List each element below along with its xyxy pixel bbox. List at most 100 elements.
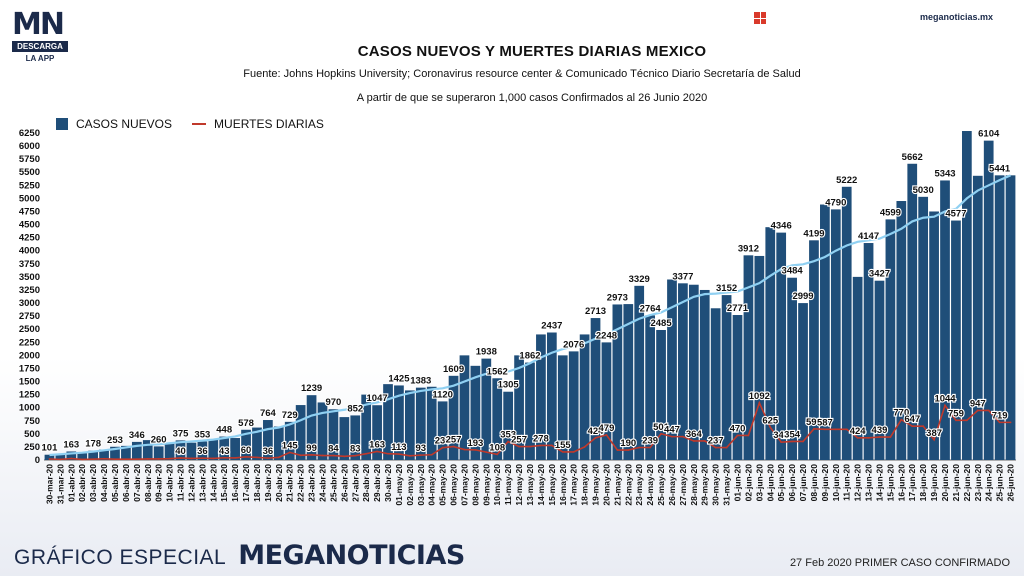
deaths-point — [190, 457, 193, 460]
bar-casos-nuevos — [678, 283, 688, 460]
data-label-casos: 4147 — [858, 231, 879, 242]
deaths-point — [878, 436, 881, 438]
bar-casos-nuevos — [667, 279, 677, 460]
deaths-point — [146, 458, 149, 460]
y-tick-label: 2500 — [19, 324, 40, 335]
bar-casos-nuevos — [350, 415, 361, 460]
bar-casos-nuevos — [514, 355, 524, 460]
y-tick-label: 5500 — [19, 167, 40, 178]
x-tick-label: 10-abr-20 — [165, 464, 175, 502]
data-label-casos: 1562 — [487, 366, 508, 377]
x-tick-label: 26-jun-20 — [1006, 464, 1016, 502]
x-tick-label: 29-may-20 — [700, 464, 710, 506]
deaths-point — [605, 434, 608, 436]
meganoticias-logo[interactable]: MN DESCARGA LA APP — [12, 10, 68, 63]
x-tick-label: 27-may-20 — [678, 464, 688, 506]
deaths-point — [48, 458, 51, 460]
x-tick-label: 28-abr-20 — [361, 464, 371, 502]
bar-casos-nuevos — [885, 219, 896, 460]
deaths-point — [867, 436, 870, 439]
data-label-muertes: 278 — [533, 433, 549, 444]
data-label-casos: 1425 — [388, 373, 410, 384]
x-tick-label: 30-abr-20 — [383, 464, 393, 502]
x-tick-label: 01-jun-20 — [733, 464, 743, 502]
deaths-point — [572, 450, 575, 453]
site-url[interactable]: meganoticias.mx — [920, 12, 994, 22]
bar-casos-nuevos — [896, 201, 907, 461]
bar-casos-nuevos — [536, 334, 546, 460]
data-label-casos: 346 — [129, 430, 145, 441]
x-tick-label: 21-abr-20 — [285, 464, 295, 502]
deaths-point — [103, 457, 105, 460]
bar-casos-nuevos — [918, 196, 929, 461]
special-chart-label: GRÁFICO ESPECIAL — [14, 546, 227, 569]
bar-casos-nuevos — [852, 276, 863, 460]
bar-casos-nuevos — [623, 304, 634, 460]
bar-casos-nuevos — [568, 351, 579, 460]
x-tick-label: 09-abr-20 — [154, 464, 164, 502]
bar-casos-nuevos — [317, 402, 328, 460]
x-tick-label: 04-jun-20 — [765, 464, 775, 502]
bar-casos-nuevos — [66, 451, 77, 460]
bar-casos-nuevos — [492, 378, 503, 460]
data-label-casos: 5662 — [902, 152, 923, 163]
grid-flag-icon — [754, 12, 766, 24]
legend-line-swatch — [192, 123, 207, 125]
bar-casos-nuevos — [972, 175, 983, 460]
data-label-muertes: 40 — [175, 446, 186, 457]
data-label-muertes: 770 — [893, 408, 909, 419]
data-label-casos: 3912 — [738, 243, 759, 254]
deaths-point — [671, 435, 673, 438]
x-tick-label: 31-mar-20 — [55, 464, 65, 504]
data-label-casos: 970 — [325, 397, 341, 408]
deaths-point — [856, 436, 859, 439]
bar-casos-nuevos — [983, 140, 994, 460]
data-label-casos: 448 — [216, 425, 232, 436]
x-tick-label: 02-abr-20 — [77, 464, 87, 502]
deaths-point — [627, 449, 630, 451]
data-label-muertes: 354 — [784, 429, 801, 440]
x-tick-label: 18-jun-20 — [918, 464, 928, 502]
x-tick-label: 10-jun-20 — [831, 464, 841, 502]
data-label-casos: 101 — [42, 443, 59, 454]
data-label-casos: 4577 — [945, 209, 966, 220]
bar-casos-nuevos — [798, 303, 808, 460]
deaths-point — [223, 456, 226, 459]
data-label-casos: 353 — [194, 430, 210, 441]
data-label-muertes: 93 — [415, 443, 426, 454]
data-label-casos: 2771 — [727, 303, 749, 314]
bar-casos-nuevos — [503, 391, 514, 460]
deaths-point — [933, 438, 935, 441]
bar-casos-nuevos — [820, 204, 830, 460]
x-tick-label: 16-may-20 — [558, 464, 568, 506]
data-label-muertes: 501 — [653, 422, 670, 433]
x-tick-label: 15-abr-20 — [219, 464, 229, 502]
deaths-point — [321, 454, 324, 457]
bar-casos-nuevos — [940, 180, 950, 461]
x-tick-label: 25-abr-20 — [328, 464, 338, 502]
x-tick-label: 05-may-20 — [438, 464, 448, 506]
y-tick-label: 3500 — [19, 272, 40, 283]
deaths-point — [813, 427, 815, 430]
bar-casos-nuevos — [426, 386, 437, 460]
x-tick-label: 14-may-20 — [536, 464, 546, 506]
bar-casos-nuevos — [830, 209, 841, 460]
deaths-point — [212, 457, 215, 460]
data-label-casos: 178 — [85, 439, 101, 450]
x-tick-label: 26-may-20 — [667, 464, 677, 506]
bar-casos-nuevos — [656, 329, 666, 460]
x-tick-label: 22-may-20 — [623, 464, 633, 506]
bar-casos-nuevos — [841, 186, 852, 460]
bar-casos-nuevos — [994, 175, 1005, 460]
data-label-casos: 3427 — [869, 269, 890, 280]
y-tick-label: 750 — [24, 416, 40, 427]
deaths-point — [518, 445, 520, 448]
data-label-casos: 1047 — [367, 393, 388, 404]
x-tick-label: 01-may-20 — [394, 464, 404, 506]
bar-casos-nuevos — [306, 395, 317, 460]
deaths-point — [234, 457, 237, 459]
bar-casos-nuevos — [44, 454, 55, 460]
x-tick-label: 11-abr-20 — [176, 464, 186, 502]
deaths-point — [660, 432, 662, 435]
x-tick-label: 09-jun-20 — [820, 464, 830, 502]
